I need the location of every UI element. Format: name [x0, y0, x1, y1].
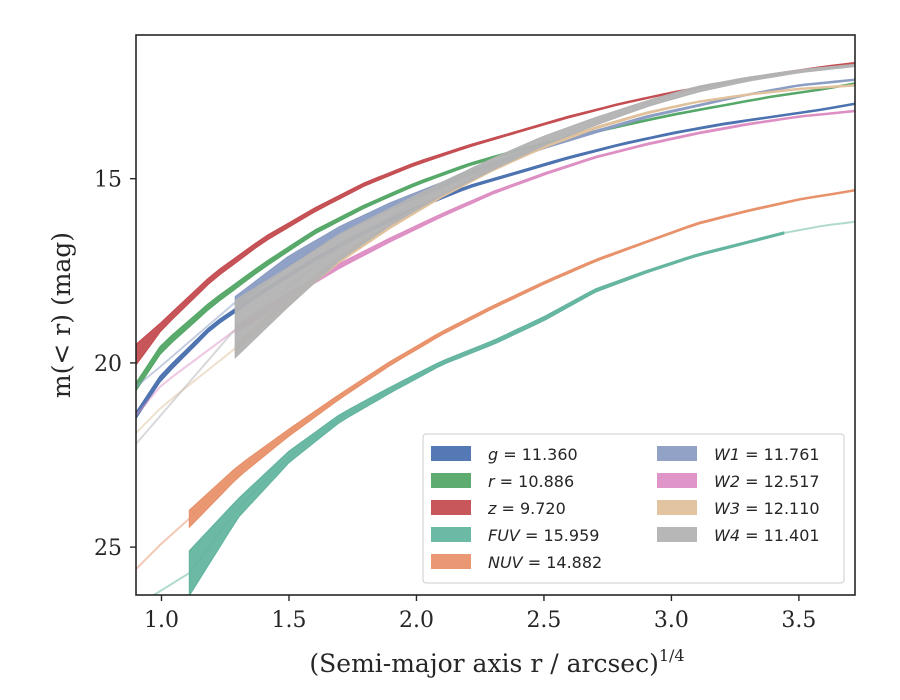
legend-swatch-w4 [657, 527, 697, 542]
series-g-band [136, 102, 855, 420]
legend-label-r: r = 10.886 [488, 472, 574, 491]
x-tick-label: 1.0 [144, 608, 179, 633]
legend-entry-w1: W1 = 11.761 [657, 445, 820, 464]
legend-swatch-fuv [431, 527, 471, 542]
legend-entries: g = 11.360 r = 10.886 z = 9.720 FUV = 15.95… [431, 445, 820, 572]
series-w4-band [234, 63, 855, 360]
series-fuv [153, 220, 855, 595]
legend-label-w1: W1 = 11.761 [714, 445, 820, 464]
legend-label-nuv: NUV = 14.882 [488, 553, 602, 572]
legend-swatch-w1 [657, 446, 697, 461]
y-tick-label: 20 [94, 352, 122, 377]
x-tick-label: 3.0 [654, 608, 689, 633]
legend-swatch-w2 [657, 473, 697, 488]
series-nuv [136, 188, 855, 570]
series-g [136, 102, 855, 420]
series-fuv-band [188, 231, 785, 595]
legend-entry-nuv: NUV = 14.882 [431, 553, 602, 572]
series-r-band [136, 82, 855, 392]
legend-label-fuv: FUV = 15.959 [488, 526, 599, 545]
legend-swatch-z [431, 500, 471, 515]
legend-label-w2: W2 = 12.517 [714, 472, 820, 491]
legend-entry-g: g = 11.360 [431, 445, 578, 464]
y-axis-ticks: 15 20 25 [94, 168, 136, 561]
legend-label-w3: W3 = 12.110 [714, 499, 820, 518]
legend-entry-w4: W4 = 11.401 [657, 526, 820, 545]
legend-label-g: g = 11.360 [488, 445, 578, 464]
series-z-band [136, 61, 855, 366]
legend-entry-w2: W2 = 12.517 [657, 472, 820, 491]
series-layer [136, 61, 855, 595]
legend: g = 11.360 r = 10.886 z = 9.720 FUV = 15.95… [422, 433, 845, 584]
x-tick-label: 1.5 [271, 608, 306, 633]
legend-entry-w3: W3 = 12.110 [657, 499, 820, 518]
legend-swatch-w3 [657, 500, 697, 515]
legend-label-z: z = 9.720 [487, 499, 566, 518]
legend-entry-z: z = 9.720 [431, 499, 566, 518]
series-w4 [136, 63, 855, 445]
series-g-faint-line [136, 102, 855, 416]
series-w2-band [234, 109, 855, 335]
y-tick-label: 15 [94, 168, 122, 193]
x-tick-label: 2.5 [526, 608, 561, 633]
legend-entry-r: r = 10.886 [431, 472, 574, 491]
legend-entry-fuv: FUV = 15.959 [431, 526, 599, 545]
legend-swatch-r [431, 473, 471, 488]
legend-label-w4: W4 = 11.401 [714, 526, 820, 545]
legend-frame [422, 433, 845, 584]
x-tick-label: 2.0 [399, 608, 434, 633]
y-axis-label: m(< r) (mag) [47, 232, 76, 398]
x-tick-label: 3.5 [781, 608, 816, 633]
x-axis-ticks: 1.0 1.5 2.0 2.5 3.0 3.5 [144, 595, 816, 633]
plot-frame [135, 34, 856, 596]
y-tick-label: 25 [94, 536, 122, 561]
legend-swatch-nuv [431, 554, 471, 569]
legend-swatch-g [431, 446, 471, 461]
series-nuv-band [188, 188, 855, 529]
x-axis-label: (Semi-major axis r / arcsec)1/4 [309, 646, 684, 678]
